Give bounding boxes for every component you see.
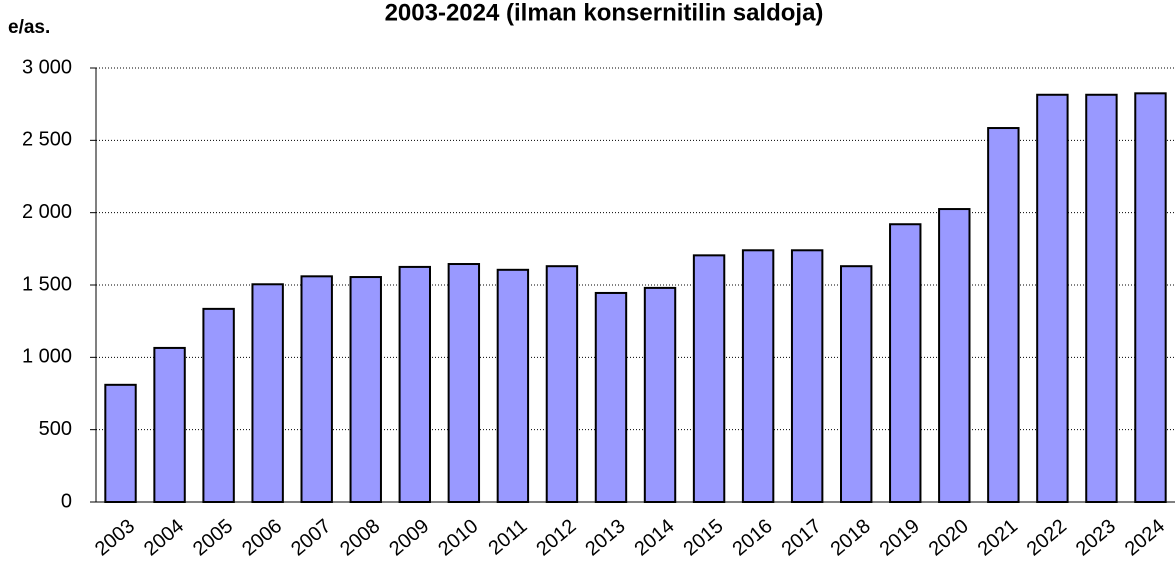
bar	[202, 307, 235, 503]
x-tick-label: 2022	[1023, 515, 1071, 560]
x-tick-label: 2014	[630, 515, 678, 560]
x-tick-label: 2013	[581, 515, 629, 560]
x-tick-label: 2005	[189, 515, 237, 560]
bar	[889, 223, 922, 504]
x-tick-label: 2017	[778, 515, 826, 560]
x-tick-label: 2021	[974, 515, 1022, 560]
y-tick-label: 1 500	[22, 273, 72, 295]
x-tick-label: 2012	[532, 515, 580, 560]
x-tick-label: 2020	[925, 515, 973, 560]
bar	[447, 263, 481, 504]
x-tick-label: 2016	[728, 515, 776, 560]
x-tick-label: 2023	[1072, 515, 1120, 560]
bar	[496, 268, 530, 503]
x-tick-label: 2019	[876, 515, 924, 560]
bar	[938, 208, 971, 504]
y-tick-label: 0	[61, 490, 72, 512]
x-tick-label: 2007	[287, 515, 335, 560]
x-tick-label: 2006	[238, 515, 286, 560]
x-tick-label: 2004	[140, 515, 188, 560]
bar	[987, 127, 1020, 504]
x-tick-label: 2010	[434, 515, 482, 560]
bar	[840, 265, 873, 503]
bar	[594, 291, 628, 503]
bar	[545, 265, 579, 503]
bar	[300, 275, 333, 503]
y-tick-label: 1 000	[22, 346, 72, 368]
x-tick-label: 2018	[827, 515, 875, 560]
y-tick-label: 2 000	[22, 201, 72, 223]
x-tick-label: 2015	[679, 515, 727, 560]
y-tick-label: 2 500	[22, 129, 72, 151]
x-tick-label: 2009	[385, 515, 433, 560]
x-tick-label: 2011	[484, 515, 531, 560]
bar	[104, 383, 137, 504]
chart-title: 2003-2024 (ilman konsernitilin saldoja)	[385, 0, 824, 26]
bar	[692, 254, 726, 503]
y-tick-label: 3 000	[22, 56, 72, 78]
bar	[741, 249, 775, 503]
bar	[1134, 92, 1167, 503]
y-tick-label: 500	[39, 418, 72, 440]
bar	[1085, 93, 1118, 503]
bar	[153, 346, 186, 503]
bar	[398, 265, 431, 503]
y-axis-label: e/as.	[8, 17, 50, 38]
bar	[251, 283, 284, 503]
x-tick-label: 2003	[91, 515, 139, 560]
x-tick-label: 2024	[1121, 515, 1169, 560]
bar	[790, 249, 824, 503]
bar	[643, 286, 677, 504]
x-tick-label: 2008	[336, 515, 384, 560]
bar	[1036, 93, 1069, 503]
bar	[349, 276, 382, 503]
